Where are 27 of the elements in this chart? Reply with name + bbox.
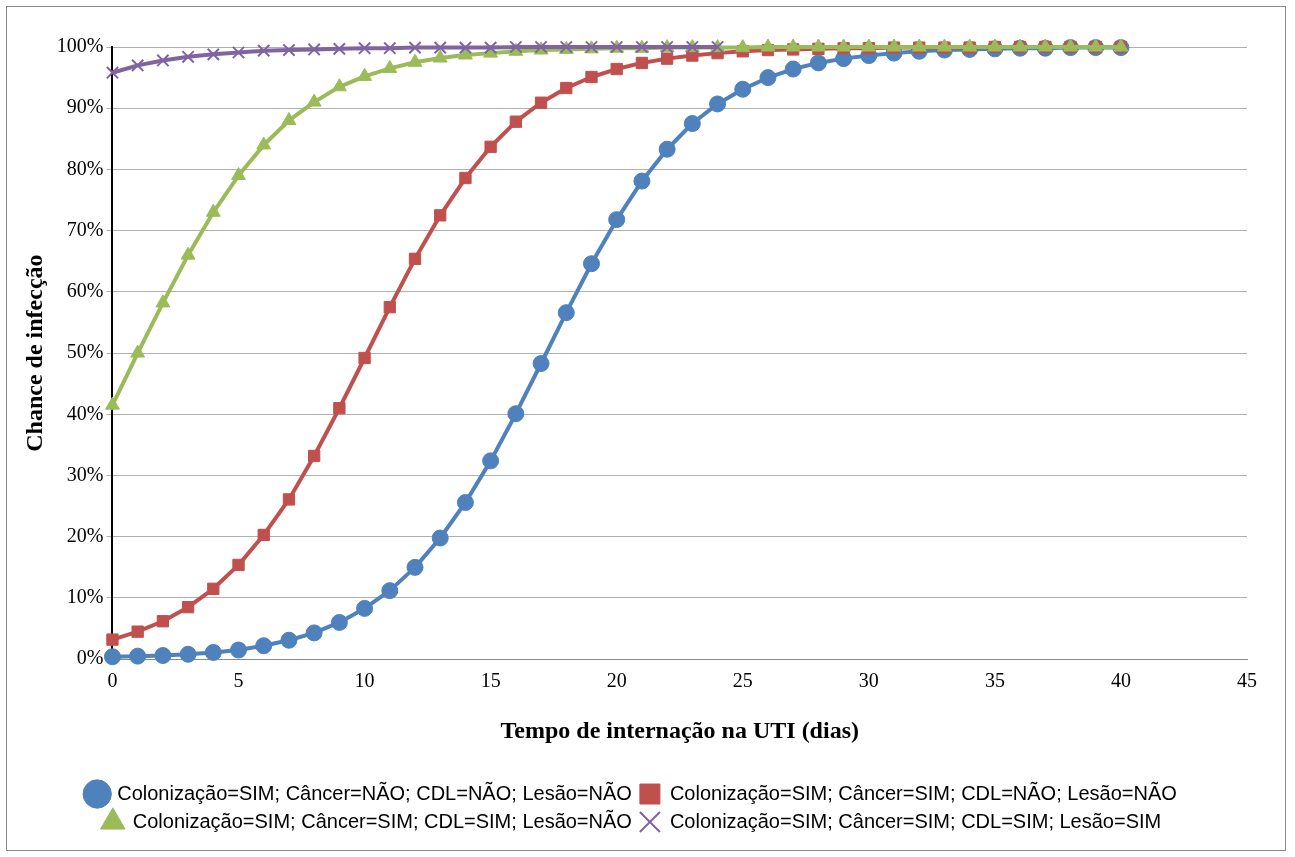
x-tick-label: 20 — [606, 669, 627, 692]
y-tick-label: 90% — [66, 95, 104, 118]
x-tick-label: 15 — [480, 669, 501, 692]
legend-label: Colonização=SIM; Câncer=SIM; CDL=SIM; Lesão=NÃO — [132, 808, 632, 832]
y-tick-label: 40% — [66, 401, 104, 424]
x-tick-label: 5 — [233, 669, 244, 692]
x-axis-title: Tempo de internação na UTI (dias) — [500, 716, 859, 743]
y-tick-label: 100% — [56, 34, 104, 57]
y-tick-label: 60% — [66, 279, 104, 302]
y-tick-label: 20% — [66, 524, 104, 547]
y-tick-label: 80% — [66, 156, 104, 179]
y-tick-label: 70% — [66, 217, 104, 240]
x-tick-label: 0 — [107, 669, 118, 692]
legend-label: Colonização=SIM; Câncer=SIM; CDL=NÃO; Lesão=NÃO — [669, 780, 1177, 804]
x-tick-label: 30 — [858, 669, 879, 692]
y-tick-label: 0% — [76, 646, 104, 669]
y-tick-label: 30% — [66, 462, 104, 485]
x-tick-label: 40 — [1110, 669, 1131, 692]
x-tick-label: 35 — [984, 669, 1005, 692]
x-tick-label: 45 — [1237, 669, 1257, 692]
legend-label: Colonização=SIM; Câncer=SIM; CDL=SIM; Lesão=SIM — [669, 809, 1162, 832]
legend-label: Colonização=SIM; Câncer=NÃO; CDL=NÃO; Lesão=NÃO — [117, 780, 632, 804]
x-tick-label: 25 — [732, 669, 753, 692]
y-axis-title: Chance de infecção — [20, 254, 47, 452]
y-tick-label: 50% — [66, 340, 104, 363]
y-tick-label: 10% — [66, 585, 104, 608]
x-tick-label: 10 — [354, 669, 375, 692]
